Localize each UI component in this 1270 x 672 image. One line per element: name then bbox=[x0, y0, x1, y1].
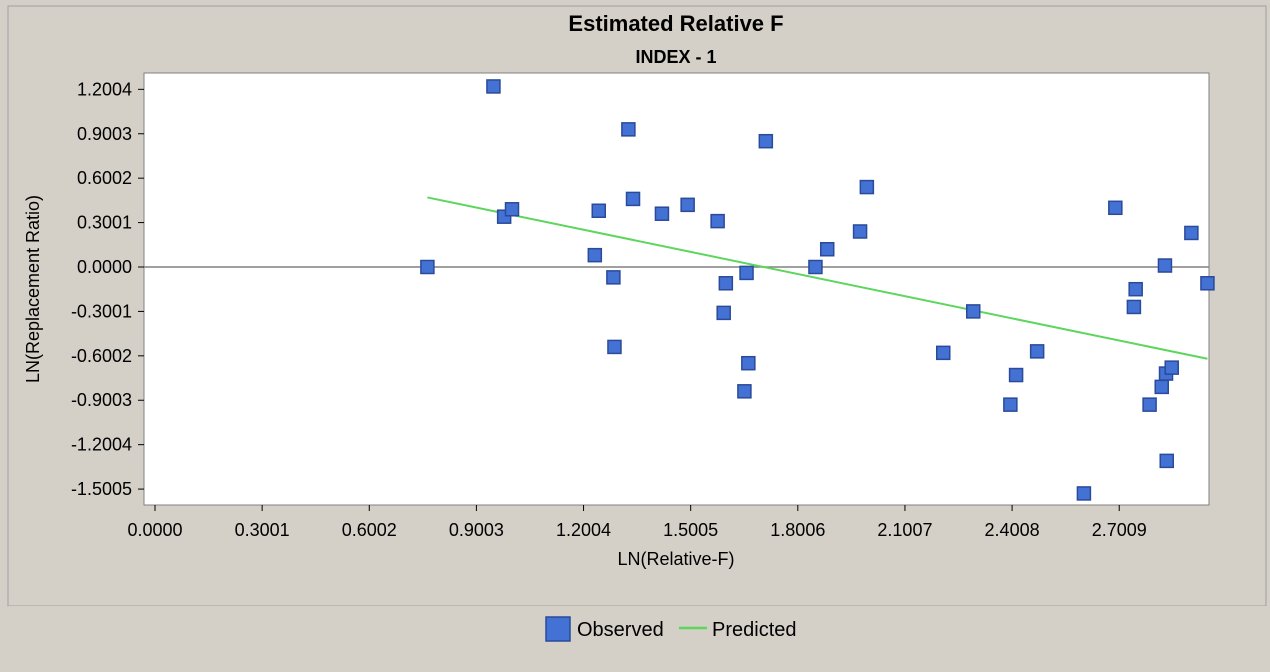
x-tick-label: 2.4008 bbox=[985, 520, 1040, 540]
observed-point bbox=[1200, 276, 1215, 291]
observed-point bbox=[1142, 397, 1157, 412]
observed-point bbox=[625, 191, 641, 207]
observed-point bbox=[680, 197, 695, 213]
observed-point bbox=[758, 133, 774, 149]
observed-point bbox=[718, 276, 734, 291]
y-tick-label: 0.6002 bbox=[77, 168, 132, 188]
legend: Observed Predicted bbox=[545, 616, 797, 642]
observed-point bbox=[607, 339, 622, 355]
y-tick-label: -0.6002 bbox=[71, 346, 132, 366]
y-tick-label: 1.2004 bbox=[77, 79, 132, 99]
y-tick-label: -1.2004 bbox=[71, 435, 132, 455]
observed-point bbox=[621, 122, 636, 137]
observed-point bbox=[737, 384, 752, 399]
observed-point bbox=[716, 305, 731, 321]
legend-predicted-label: Predicted bbox=[712, 619, 797, 641]
observed-point bbox=[1076, 486, 1092, 501]
chart-title: Estimated Relative F bbox=[568, 11, 783, 36]
observed-point bbox=[710, 213, 725, 229]
observed-point bbox=[1159, 453, 1174, 469]
observed-point bbox=[808, 259, 823, 275]
y-tick-label: -0.3001 bbox=[71, 301, 132, 321]
observed-point bbox=[1128, 281, 1143, 297]
observed-point bbox=[1184, 225, 1199, 241]
x-tick-label: 2.1007 bbox=[877, 520, 932, 540]
observed-point bbox=[1126, 299, 1142, 315]
observed-point bbox=[654, 206, 670, 221]
observed-point bbox=[587, 247, 603, 263]
y-axis: 1.2004 0.9003 0.6002 0.3001 0.0000 -0.3001 -0.… bbox=[71, 79, 144, 499]
plot-area bbox=[143, 72, 1210, 506]
observed-series bbox=[420, 79, 1215, 501]
observed-point bbox=[1154, 379, 1169, 395]
y-tick-label: -1.5005 bbox=[71, 479, 132, 499]
legend-observed-label: Observed bbox=[577, 619, 664, 641]
observed-point bbox=[1157, 258, 1173, 273]
observed-point bbox=[1164, 360, 1179, 375]
observed-point bbox=[591, 203, 607, 219]
observed-point bbox=[1029, 344, 1045, 359]
observed-point bbox=[741, 355, 756, 371]
y-tick-label: 0.9003 bbox=[77, 124, 132, 144]
x-tick-label: 1.2004 bbox=[556, 520, 611, 540]
observed-point bbox=[420, 259, 435, 275]
x-tick-label: 0.9003 bbox=[449, 520, 504, 540]
observed-point bbox=[486, 79, 501, 94]
observed-point bbox=[965, 304, 981, 319]
x-tick-label: 0.3001 bbox=[235, 520, 290, 540]
observed-point bbox=[504, 202, 520, 217]
y-tick-label: 0.3001 bbox=[77, 213, 132, 233]
legend-panel bbox=[8, 606, 1270, 672]
chart-subtitle: INDEX - 1 bbox=[635, 47, 716, 67]
observed-point bbox=[606, 270, 621, 285]
y-tick-label: -0.9003 bbox=[71, 390, 132, 410]
observed-point bbox=[859, 179, 875, 195]
x-tick-label: 0.6002 bbox=[342, 520, 397, 540]
y-axis-title: LN(Replacement Ratio) bbox=[23, 195, 43, 383]
observed-point bbox=[1108, 200, 1123, 216]
predicted-series bbox=[427, 196, 1208, 360]
x-tick-label: 0.0000 bbox=[127, 520, 182, 540]
observed-point bbox=[819, 241, 835, 257]
x-axis: 0.0000 0.3001 0.6002 0.9003 1.2004 1.5005 1.80… bbox=[127, 505, 1147, 540]
observed-point bbox=[1008, 367, 1024, 383]
observed-point bbox=[936, 345, 951, 361]
observed-point bbox=[739, 265, 754, 281]
x-tick-label: 1.8006 bbox=[770, 520, 825, 540]
legend-observed-swatch bbox=[545, 616, 571, 642]
x-axis-title: LN(Relative-F) bbox=[617, 549, 734, 569]
x-tick-label: 1.5005 bbox=[663, 520, 718, 540]
x-tick-label: 2.7009 bbox=[1092, 520, 1147, 540]
y-tick-label: 0.0000 bbox=[77, 257, 132, 277]
observed-point bbox=[1003, 397, 1018, 412]
predicted-line bbox=[427, 196, 1208, 360]
observed-point bbox=[852, 224, 868, 239]
